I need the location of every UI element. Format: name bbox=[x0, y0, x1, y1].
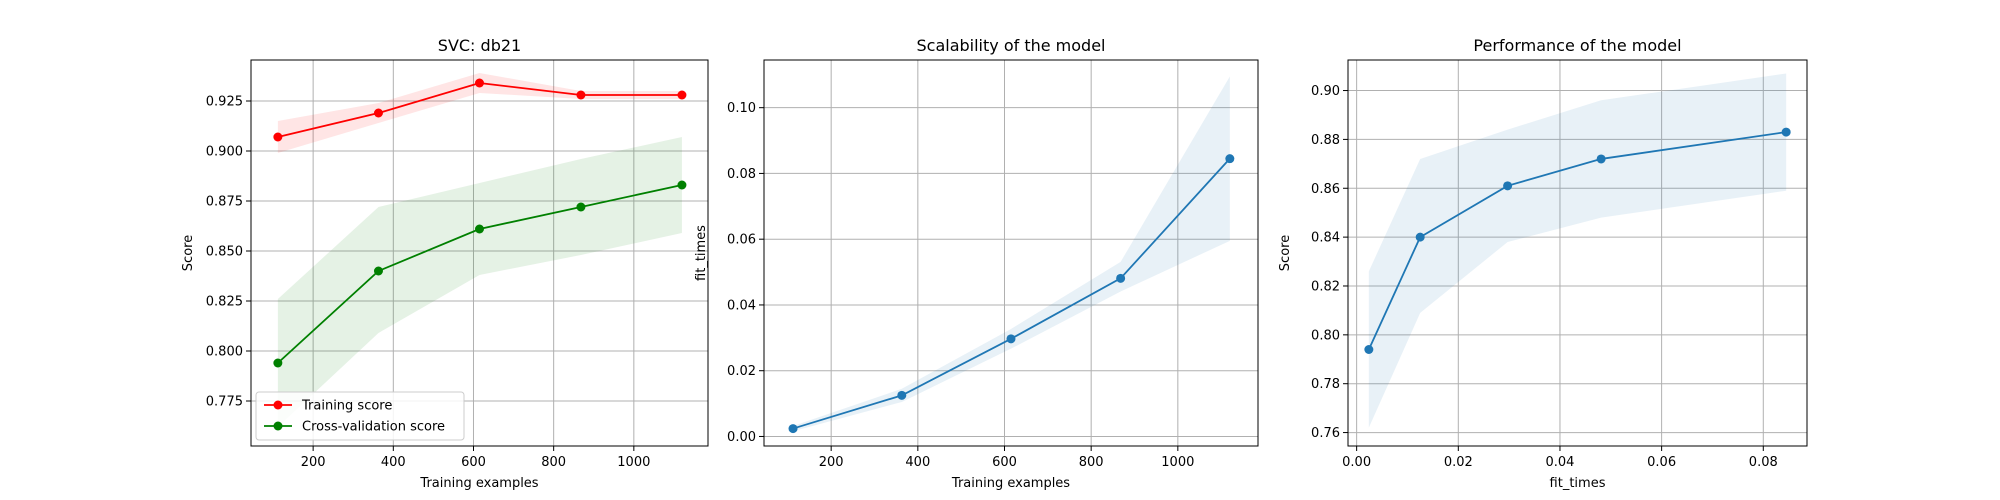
x-tick-label: 600 bbox=[461, 455, 486, 470]
x-tick-label: 800 bbox=[1079, 455, 1104, 470]
data-point bbox=[1364, 345, 1374, 354]
axes-frame bbox=[763, 59, 1259, 447]
x-tick-label: 400 bbox=[381, 455, 406, 470]
x-tick-label: 0.06 bbox=[1647, 455, 1676, 470]
y-tick-label: 0.900 bbox=[206, 145, 243, 160]
x-axis-label: Training examples bbox=[951, 476, 1070, 491]
y-tick-label: 0.850 bbox=[206, 245, 243, 260]
data-point bbox=[1006, 334, 1016, 344]
data-point bbox=[1116, 273, 1126, 283]
y-tick-label: 0.80 bbox=[1311, 328, 1340, 343]
y-tick-label: 0.08 bbox=[727, 167, 756, 182]
y-tick-label: 0.88 bbox=[1311, 133, 1340, 148]
data-point bbox=[475, 224, 484, 234]
legend-box bbox=[255, 391, 465, 441]
chart-title: SVC: db21 bbox=[438, 36, 521, 55]
y-tick-label: 0.00 bbox=[727, 430, 756, 445]
data-point bbox=[373, 108, 383, 118]
y-tick-label: 0.04 bbox=[727, 298, 756, 313]
legend-label: Cross-validation score bbox=[302, 420, 445, 435]
confidence-band bbox=[1368, 73, 1787, 428]
data-point bbox=[273, 358, 283, 368]
data-point bbox=[1781, 127, 1791, 137]
confidence-band bbox=[277, 137, 682, 427]
y-tick-label: 0.90 bbox=[1311, 84, 1340, 99]
y-tick-label: 0.86 bbox=[1311, 182, 1340, 197]
data-point bbox=[677, 90, 687, 100]
legend: Training score Cross-validation score bbox=[255, 391, 465, 441]
x-tick-label: 600 bbox=[992, 455, 1017, 470]
y-tick-label: 0.82 bbox=[1311, 279, 1340, 294]
axes-frame bbox=[1347, 59, 1808, 447]
chart-panel-1: 200 400 600 800 1000 0.775 0.800 0.825 0.850 0.87… bbox=[181, 36, 709, 491]
data-point bbox=[897, 390, 907, 400]
data-point bbox=[788, 424, 798, 434]
y-tick-label: 0.10 bbox=[727, 101, 756, 116]
x-tick-label: 400 bbox=[905, 455, 930, 470]
x-tick-label: 200 bbox=[819, 455, 844, 470]
y-tick-label: 0.825 bbox=[206, 295, 243, 310]
data-point bbox=[475, 78, 484, 88]
x-axis-label: Training examples bbox=[419, 476, 538, 491]
data-point bbox=[576, 202, 586, 212]
data-point bbox=[1225, 154, 1235, 164]
y-axis-label: fit_times bbox=[694, 225, 709, 281]
x-tick-label: 0.00 bbox=[1342, 455, 1371, 470]
x-tick-label: 0.08 bbox=[1749, 455, 1778, 470]
y-tick-label: 0.84 bbox=[1311, 231, 1340, 246]
data-point bbox=[576, 90, 586, 100]
data-point bbox=[1503, 181, 1513, 191]
x-tick-label: 1000 bbox=[1161, 455, 1194, 470]
y-tick-label: 0.875 bbox=[206, 195, 243, 210]
x-tick-label: 1000 bbox=[617, 455, 650, 470]
y-axis-label: Score bbox=[1278, 235, 1293, 271]
y-tick-label: 0.925 bbox=[206, 95, 243, 110]
data-point bbox=[273, 132, 283, 142]
confidence-band bbox=[793, 76, 1230, 432]
legend-label: Training score bbox=[301, 399, 392, 414]
data-point bbox=[677, 180, 687, 190]
y-tick-label: 0.800 bbox=[206, 345, 243, 360]
x-axis-label: fit_times bbox=[1550, 476, 1606, 491]
y-tick-label: 0.02 bbox=[727, 364, 756, 379]
x-tick-label: 800 bbox=[541, 455, 566, 470]
legend-marker bbox=[273, 421, 283, 431]
y-tick-label: 0.775 bbox=[206, 395, 243, 410]
data-point bbox=[1596, 154, 1606, 164]
x-tick-label: 0.04 bbox=[1545, 455, 1574, 470]
data-point bbox=[1415, 232, 1425, 242]
y-tick-label: 0.06 bbox=[727, 233, 756, 248]
y-tick-label: 0.76 bbox=[1311, 426, 1340, 441]
y-tick-label: 0.78 bbox=[1311, 377, 1340, 392]
legend-marker bbox=[273, 400, 283, 410]
x-tick-label: 0.02 bbox=[1444, 455, 1473, 470]
chart-panel-2: 200 400 600 800 1000 0.00 0.02 0.04 0.06 0.08 0.10… bbox=[694, 36, 1259, 491]
x-tick-label: 200 bbox=[301, 455, 326, 470]
y-axis-label: Score bbox=[181, 235, 196, 271]
axes-frame bbox=[250, 59, 709, 447]
chart-panel-3: 0.00 0.02 0.04 0.06 0.08 0.76 0.78 0.80 0.82 0.84… bbox=[1278, 36, 1808, 491]
data-point bbox=[373, 266, 383, 276]
chart-title: Performance of the model bbox=[1473, 36, 1681, 55]
chart-title: Scalability of the model bbox=[917, 36, 1106, 55]
